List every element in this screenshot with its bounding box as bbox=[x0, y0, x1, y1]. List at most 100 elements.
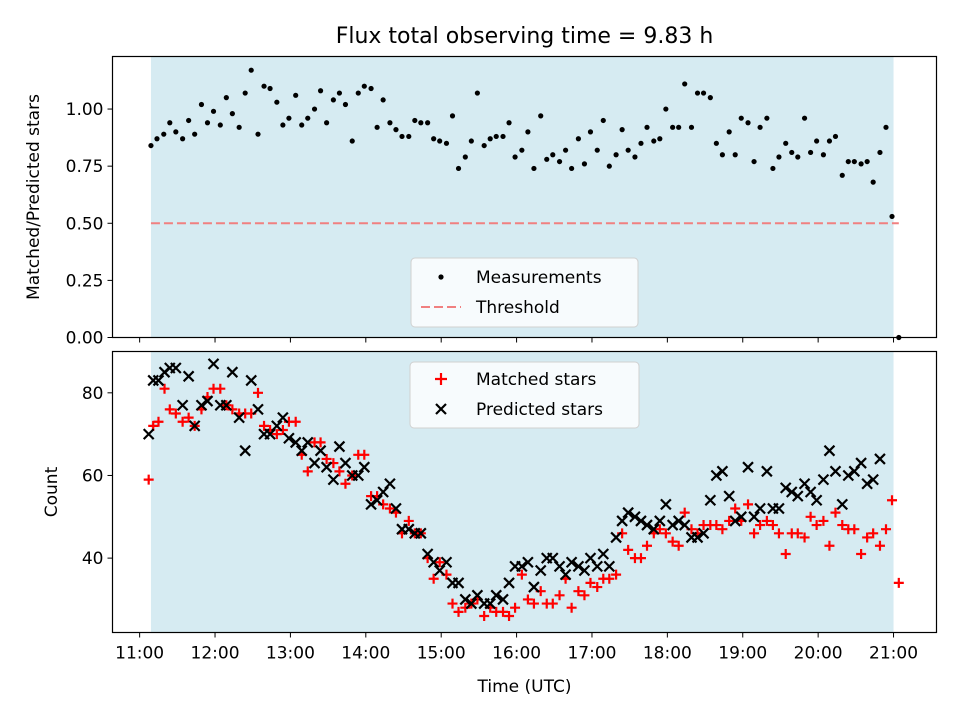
predicted-star-point bbox=[195, 399, 208, 411]
matched-star-point bbox=[856, 548, 867, 559]
measurement-point bbox=[544, 156, 550, 162]
measurement-point bbox=[814, 138, 820, 144]
predicted-star-point bbox=[798, 477, 811, 490]
matched-star-point bbox=[818, 515, 829, 526]
predicted-star-point bbox=[220, 399, 233, 411]
matched-star-point bbox=[849, 524, 860, 535]
predicted-star-point bbox=[804, 486, 817, 498]
matched-star-point bbox=[585, 577, 596, 588]
measurement-point bbox=[682, 81, 688, 87]
matched-star-point bbox=[642, 540, 653, 551]
measurement-point bbox=[299, 122, 305, 128]
measurement-point bbox=[556, 158, 563, 165]
matched-star-point bbox=[805, 511, 816, 522]
measurement-point bbox=[223, 95, 229, 101]
measurement-point bbox=[180, 136, 186, 142]
matched-star-point bbox=[730, 503, 741, 514]
predicted-star-point bbox=[622, 506, 634, 519]
matched-star-point bbox=[761, 515, 772, 526]
measurement-point bbox=[575, 136, 582, 142]
matched-star-point bbox=[635, 553, 646, 564]
measurement-point bbox=[770, 165, 776, 172]
predicted-star-point bbox=[427, 556, 440, 569]
predicted-star-point bbox=[226, 366, 239, 378]
measurement-point bbox=[324, 120, 330, 126]
predicted-star-point bbox=[452, 577, 465, 589]
bottom-legend: Matched stars Predicted stars bbox=[409, 361, 640, 429]
measurement-point bbox=[820, 152, 827, 158]
top-panel-frame bbox=[111, 55, 938, 339]
predicted-star-point bbox=[565, 556, 578, 569]
predicted-star-point bbox=[729, 515, 741, 527]
measurement-point bbox=[632, 154, 638, 160]
predicted-star-point bbox=[654, 515, 666, 527]
predicted-star-point bbox=[358, 461, 371, 473]
measurement-point bbox=[317, 88, 324, 94]
matched-star-point bbox=[654, 524, 665, 535]
matched-star-point bbox=[510, 602, 521, 613]
legend-threshold-label: Threshold bbox=[475, 298, 560, 318]
predicted-star-point bbox=[779, 482, 792, 494]
measurement-point bbox=[355, 90, 361, 96]
measurement-point bbox=[562, 147, 569, 153]
predicted-star-point bbox=[678, 519, 691, 531]
predicted-star-point bbox=[490, 589, 503, 602]
measurement-point bbox=[342, 101, 349, 108]
measurement-point bbox=[148, 142, 154, 149]
measurement-point bbox=[210, 108, 217, 114]
x-tick-label: 16:00 bbox=[492, 644, 541, 664]
predicted-star-point bbox=[271, 420, 283, 432]
measurement-point bbox=[173, 129, 179, 135]
matched-star-point bbox=[717, 524, 728, 535]
predicted-star-point bbox=[874, 453, 886, 465]
predicted-star-point bbox=[390, 502, 402, 515]
measurement-point bbox=[267, 85, 273, 92]
predicted-star-point bbox=[792, 490, 804, 502]
x-tick-label: 11:00 bbox=[115, 644, 164, 664]
matched-star-point bbox=[177, 416, 188, 427]
measurement-point bbox=[889, 213, 895, 220]
predicted-star-point bbox=[578, 564, 591, 577]
matched-star-point bbox=[773, 528, 784, 539]
matched-star-point bbox=[159, 383, 170, 394]
predicted-star-point bbox=[810, 494, 823, 507]
predicted-star-point bbox=[339, 457, 352, 469]
predicted-star-point bbox=[603, 560, 616, 573]
predicted-star-point bbox=[176, 399, 189, 411]
matched-star-point bbox=[673, 540, 684, 551]
predicted-star-point bbox=[497, 593, 509, 606]
measurement-point bbox=[500, 133, 506, 140]
x-tick-label: 12:00 bbox=[191, 644, 240, 664]
matched-star-point bbox=[547, 598, 558, 609]
measurement-point bbox=[468, 138, 474, 144]
predicted-star-point bbox=[403, 523, 415, 535]
measurement-point bbox=[431, 136, 437, 142]
matched-star-point bbox=[143, 474, 154, 485]
measurement-point bbox=[455, 165, 462, 172]
x-tick-label: 19:00 bbox=[718, 644, 767, 664]
measurement-point bbox=[280, 122, 286, 128]
predicted-star-point bbox=[572, 560, 585, 573]
measurement-point bbox=[651, 138, 657, 144]
predicted-star-point bbox=[723, 490, 735, 502]
bottom-legend-box bbox=[409, 361, 640, 429]
measurement-point bbox=[487, 136, 493, 142]
matched-star-point bbox=[799, 532, 810, 543]
predicted-star-point bbox=[245, 374, 257, 387]
measurement-point bbox=[418, 120, 424, 126]
predicted-star-point bbox=[861, 477, 873, 490]
measurement-point bbox=[663, 106, 669, 112]
predicted-star-point bbox=[716, 465, 729, 478]
x-tick-label: 13:00 bbox=[266, 644, 315, 664]
chart-title: Flux total observing time = 9.83 h bbox=[336, 24, 714, 49]
measurement-point bbox=[606, 163, 612, 169]
predicted-star-point bbox=[629, 511, 641, 523]
matched-star-point bbox=[566, 602, 577, 613]
measurement-point bbox=[832, 133, 839, 140]
predicted-star-point bbox=[201, 395, 214, 407]
bottom-panel: 40 60 80 11:00 12:00 13:00 14:00 15:00 16:00 17:… bbox=[42, 352, 938, 697]
measurement-point bbox=[204, 120, 211, 126]
measurement-point bbox=[437, 138, 443, 144]
predicted-star-point bbox=[207, 358, 220, 370]
matched-star-point bbox=[623, 544, 634, 555]
